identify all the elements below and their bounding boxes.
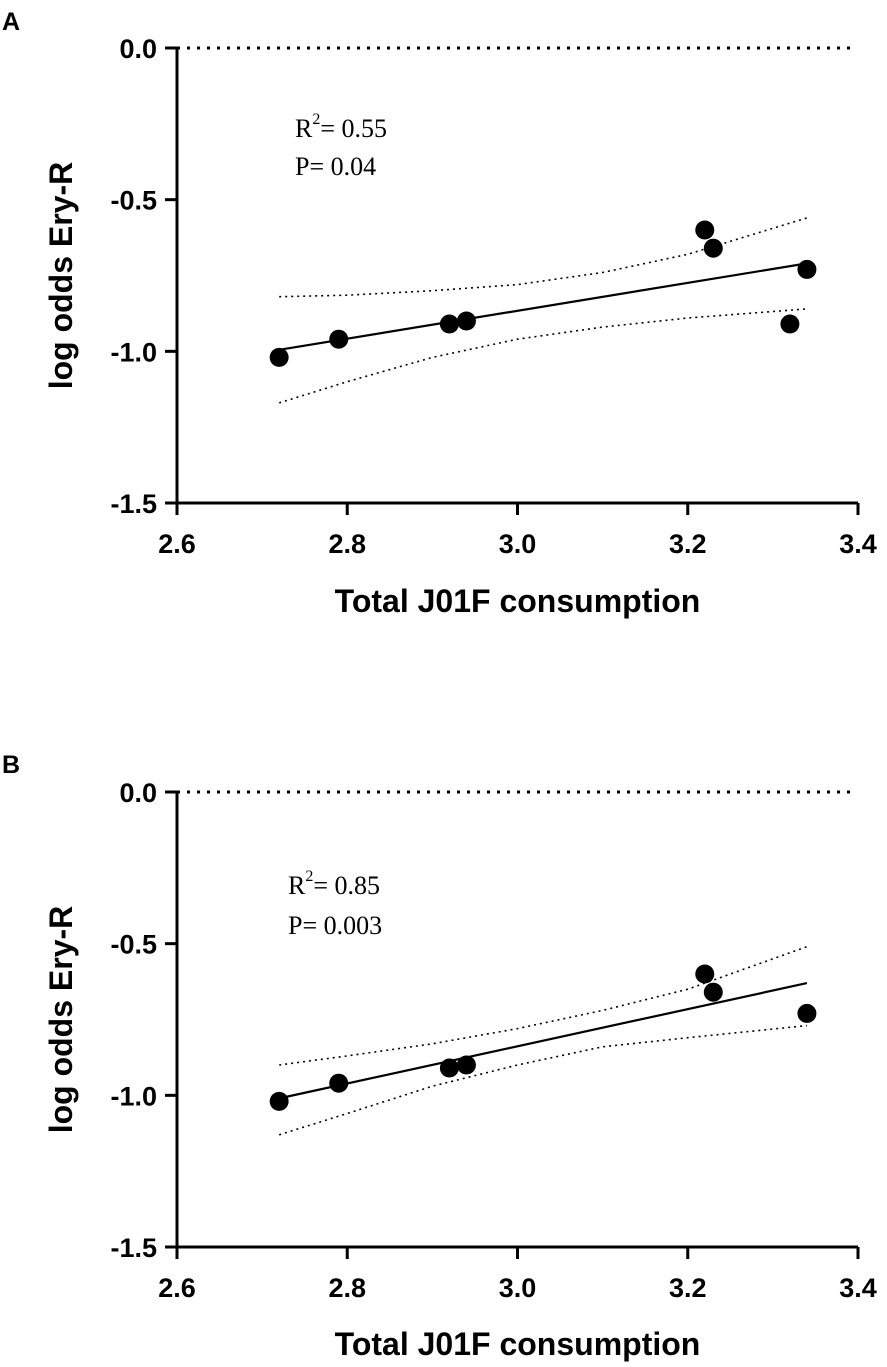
data-point-b-3 [456, 1055, 476, 1075]
x-axis-title-b: Total J01F consumption [335, 1326, 701, 1362]
x-axis-title-a: Total J01F consumption [335, 583, 701, 619]
regression-line-b [278, 982, 808, 1100]
panel-a: A 0.0 -0.5 -1.0 -1.52.6 2.8 3.0 3.2 3.4 Total J0… [2, 8, 877, 619]
plot-area-b: 0.0 -0.5 -1.0 -1.52.6 2.8 3.0 3.2 3.4 Total J01F… [43, 778, 877, 1362]
x-tick-label-a-0: 2.6 [158, 529, 196, 559]
panel-b: B 0.0 -0.5 -1.0 -1.52.6 2.8 3.0 3.2 3.4 Total J0… [2, 751, 877, 1362]
x-tick-label-a-2: 3.0 [499, 529, 537, 559]
x-tick-label-b-1: 2.8 [328, 1273, 366, 1303]
x-tick-label-a-3: 3.2 [669, 529, 707, 559]
y-axis-title-a: log odds Ery-R [43, 162, 79, 390]
ci-lower-band-a [278, 308, 807, 404]
y-tick-label-b-3: -1.5 [110, 1233, 157, 1263]
y-tick-label-b-2: -1.0 [110, 1081, 157, 1111]
p-value-label-a: P= 0.04 [295, 152, 376, 181]
ci-upper-band-b [279, 945, 808, 1066]
y-tick-label-a-1: -0.5 [110, 186, 157, 216]
r-squared-label-b: R2= 0.85 [288, 868, 380, 900]
p-value-label-b: P= 0.003 [288, 911, 382, 940]
panel-label-a: A [2, 8, 20, 36]
y-tick-label-b-0: 0.0 [119, 778, 157, 808]
y-tick-label-a-2: -1.0 [110, 337, 157, 367]
data-point-a-5 [703, 238, 723, 258]
data-point-b-6 [797, 1003, 817, 1023]
x-tick-label-b-4: 3.4 [839, 1273, 877, 1303]
y-tick-label-a-3: -1.5 [110, 489, 157, 519]
x-tick-label-b-3: 3.2 [669, 1273, 707, 1303]
data-point-a-3 [456, 311, 476, 331]
data-point-b-5 [703, 982, 723, 1002]
data-point-b-4 [695, 964, 715, 984]
data-point-a-1 [329, 329, 349, 349]
data-point-a-0 [269, 347, 289, 367]
data-point-a-6 [780, 314, 800, 334]
panel-label-b: B [2, 751, 20, 779]
ci-lower-band-b [278, 1024, 807, 1136]
y-tick-label-a-0: 0.0 [119, 34, 157, 64]
x-tick-label-b-2: 3.0 [499, 1273, 537, 1303]
data-point-b-0 [269, 1091, 289, 1111]
y-tick-label-b-1: -0.5 [110, 930, 157, 960]
y-axis-title-b: log odds Ery-R [43, 906, 79, 1134]
data-point-a-4 [695, 220, 715, 240]
data-point-a-2 [439, 314, 459, 334]
x-tick-label-a-4: 3.4 [839, 529, 877, 559]
x-tick-label-a-1: 2.8 [328, 529, 366, 559]
r-squared-label-a: R2= 0.55 [295, 111, 387, 143]
plot-area-a: 0.0 -0.5 -1.0 -1.52.6 2.8 3.0 3.2 3.4 Total J01F… [43, 34, 877, 619]
x-tick-label-b-0: 2.6 [158, 1273, 196, 1303]
data-point-b-1 [329, 1073, 349, 1093]
ci-upper-band-a [279, 217, 808, 298]
data-point-b-2 [439, 1058, 459, 1078]
regression-line-a [278, 262, 808, 351]
data-point-a-7 [797, 259, 817, 279]
